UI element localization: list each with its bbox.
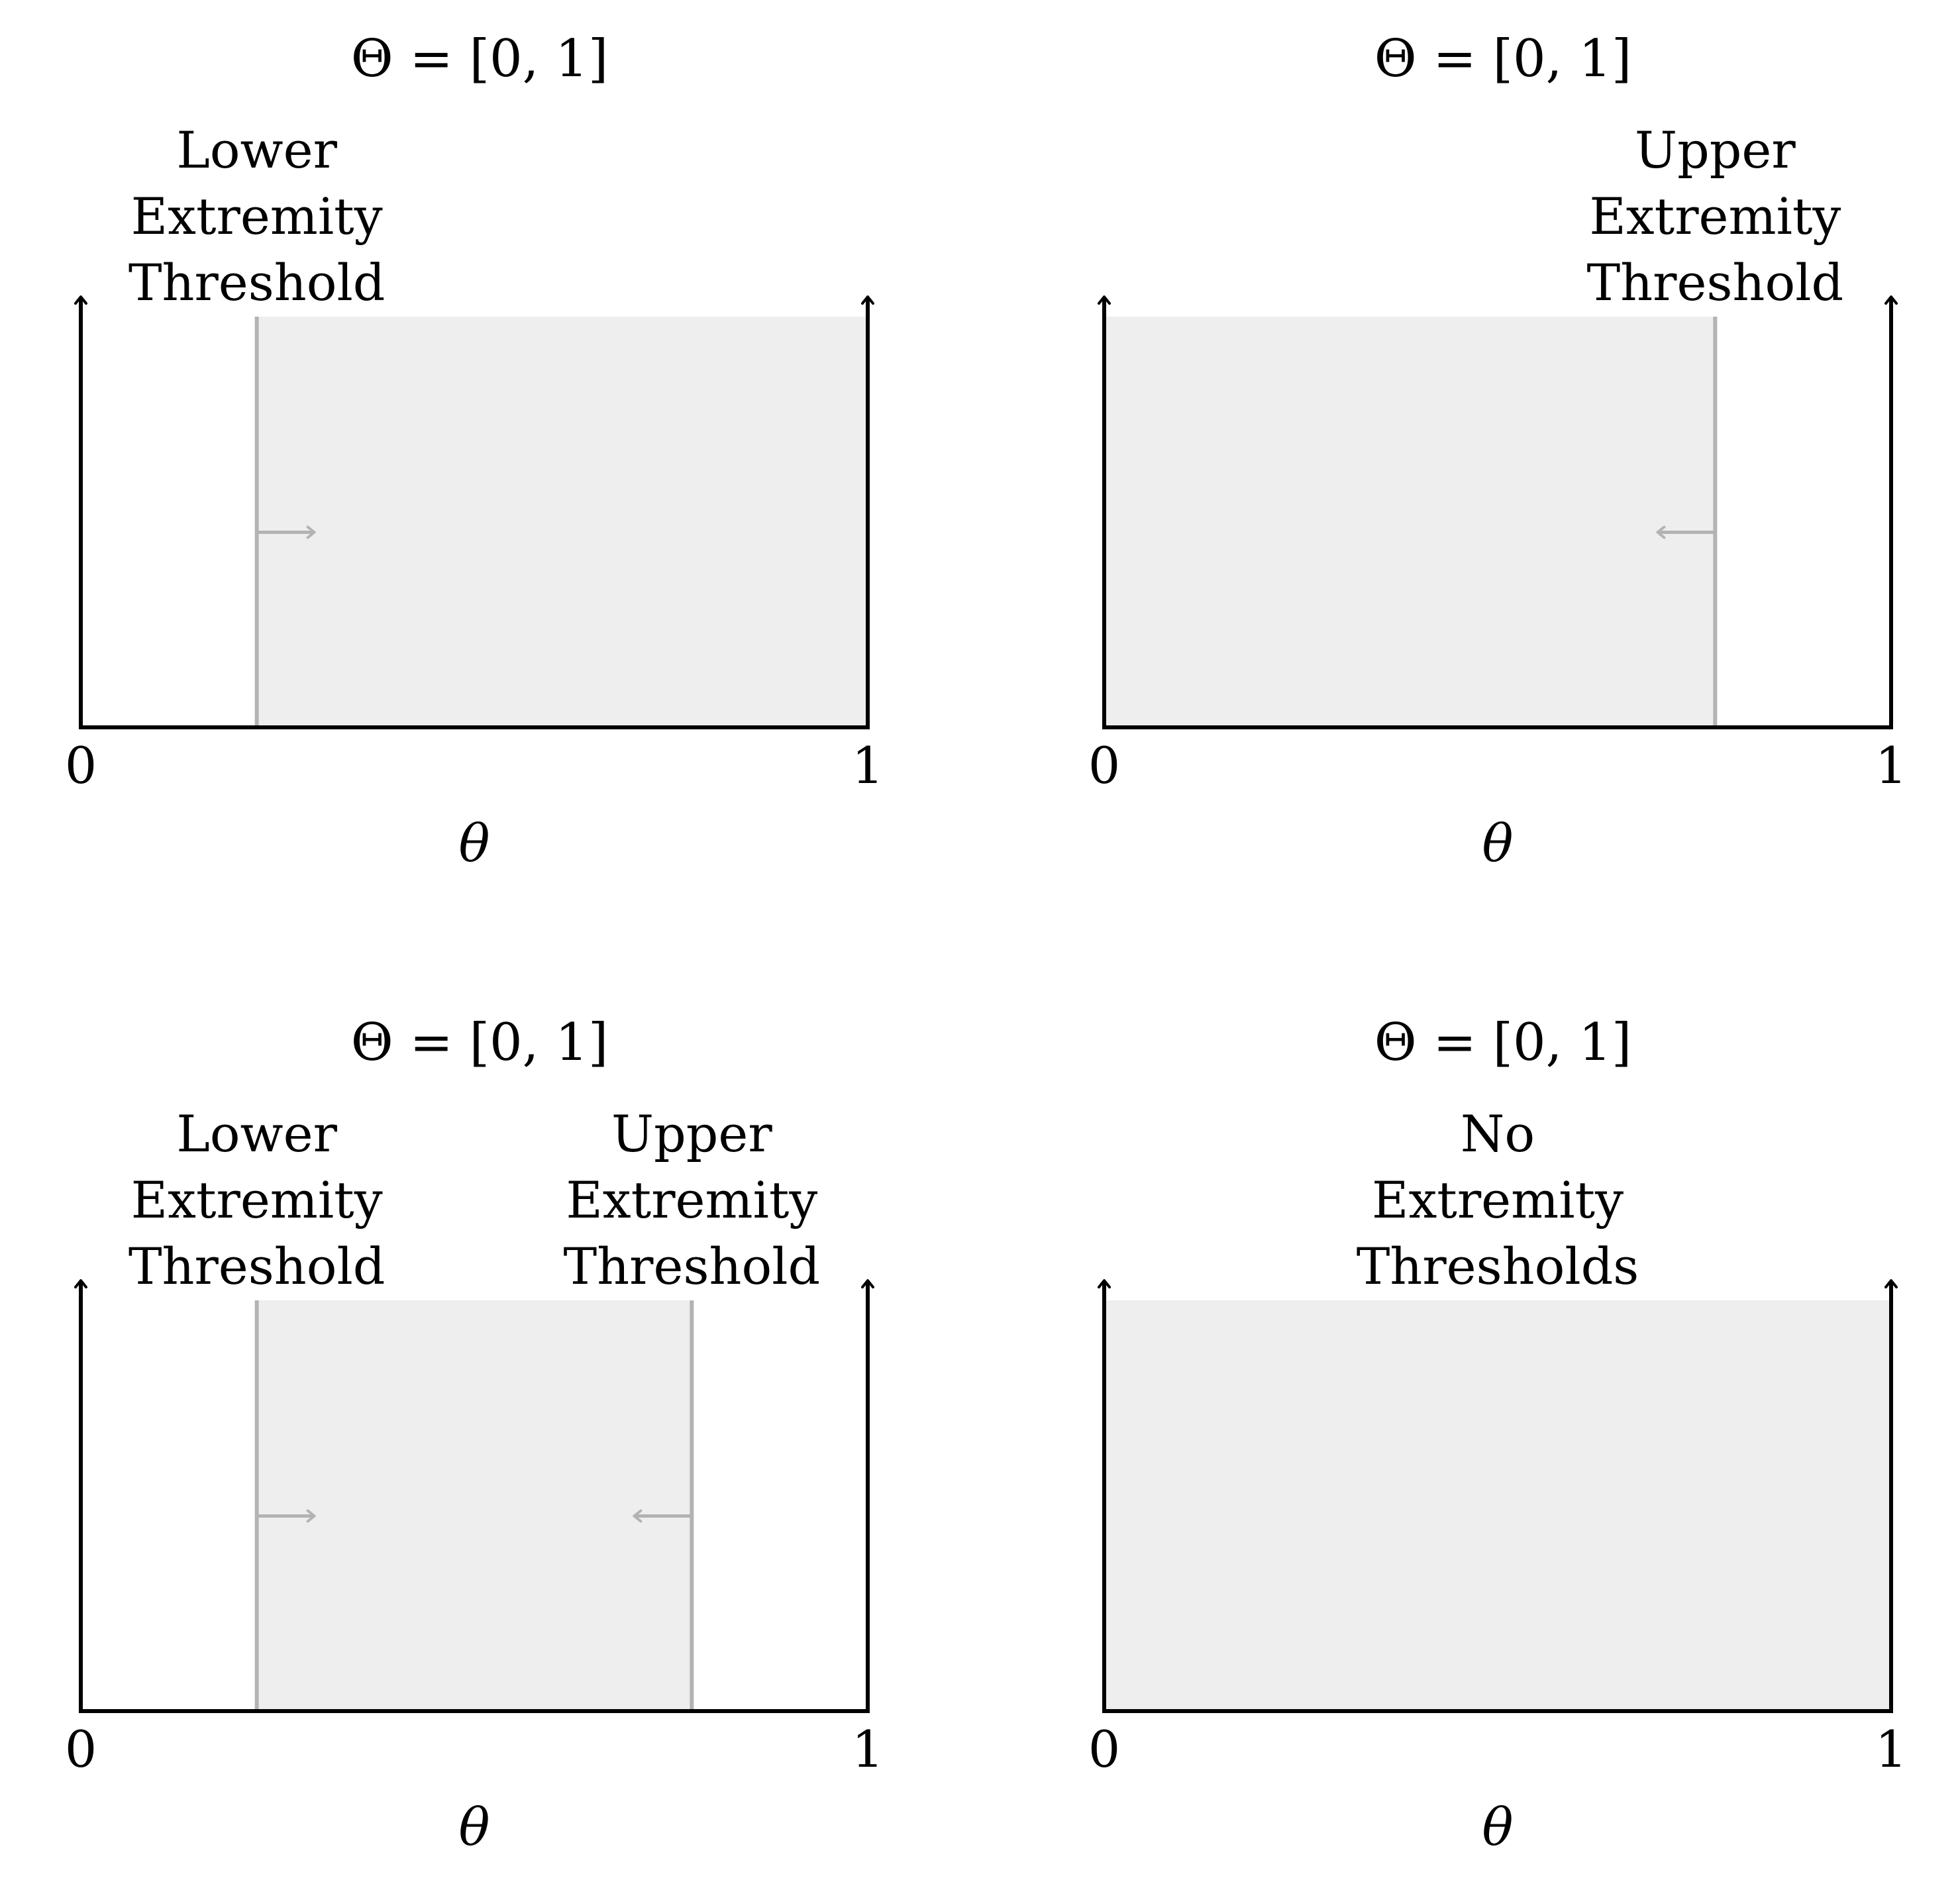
lower-threshold-label-line: Threshold — [129, 253, 386, 312]
lower-threshold-label-line: Extremity — [131, 1171, 383, 1229]
panel-1: Θ = [0, 1]Lower Extremity Threshold 0 1 θ — [65, 29, 884, 874]
panel-3: Θ = [0, 1]Lower Extremity Threshold Upper Ex… — [65, 1013, 884, 1857]
axis-variable-label: θ — [1482, 1798, 1514, 1857]
upper-threshold-label: Upper Extremity Threshold — [564, 1104, 821, 1296]
panel-title: Θ = [0, 1] — [351, 29, 609, 89]
panel-title: Θ = [0, 1] — [1374, 29, 1632, 89]
upper-threshold-label-line: Extremity — [566, 1171, 817, 1229]
shaded-region — [256, 317, 868, 727]
lower-threshold-label-line: Lower — [176, 121, 337, 180]
panel-2: Θ = [0, 1]Upper Extremity Threshold 0 1 θ — [1088, 29, 1907, 874]
lower-threshold-label-line: Extremity — [131, 187, 383, 246]
tick-label-max: 1 — [852, 1720, 884, 1779]
no-threshold-label-line: No — [1461, 1104, 1535, 1163]
shaded-region — [256, 1300, 692, 1711]
upper-threshold-label-line: Upper — [611, 1104, 772, 1163]
no-threshold-label: No Extremity Thresholds — [1357, 1104, 1639, 1296]
upper-threshold-label-line: Extremity — [1589, 187, 1841, 246]
axis-variable-label: θ — [459, 1798, 490, 1857]
tick-label-min: 0 — [1088, 736, 1120, 795]
tick-label-max: 1 — [1875, 1720, 1907, 1779]
tick-label-min: 0 — [65, 736, 97, 795]
tick-label-min: 0 — [1088, 1720, 1120, 1779]
upper-threshold-label-line: Upper — [1635, 121, 1796, 180]
lower-threshold-label: Lower Extremity Threshold — [129, 121, 386, 312]
panel-title: Θ = [0, 1] — [1374, 1013, 1632, 1072]
upper-threshold-label-line: Threshold — [564, 1237, 821, 1296]
axis-variable-label: θ — [1482, 814, 1514, 874]
tick-label-max: 1 — [852, 736, 884, 795]
panel-title: Θ = [0, 1] — [351, 1013, 609, 1072]
upper-threshold-label: Upper Extremity Threshold — [1587, 121, 1844, 312]
lower-threshold-label-line: Lower — [176, 1104, 337, 1163]
lower-threshold-label-line: Threshold — [129, 1237, 386, 1296]
lower-threshold-label: Lower Extremity Threshold — [129, 1104, 386, 1296]
upper-threshold-label-line: Threshold — [1587, 253, 1844, 312]
tick-label-min: 0 — [65, 1720, 97, 1779]
shaded-region — [1104, 1300, 1891, 1711]
axis-variable-label: θ — [459, 814, 490, 874]
tick-label-max: 1 — [1875, 736, 1907, 795]
panel-4: Θ = [0, 1] No Extremity Thresholds 0 1 θ — [1088, 1013, 1907, 1857]
no-threshold-label-line: Thresholds — [1357, 1237, 1639, 1296]
shaded-region — [1104, 317, 1716, 727]
no-threshold-label-line: Extremity — [1372, 1171, 1624, 1229]
